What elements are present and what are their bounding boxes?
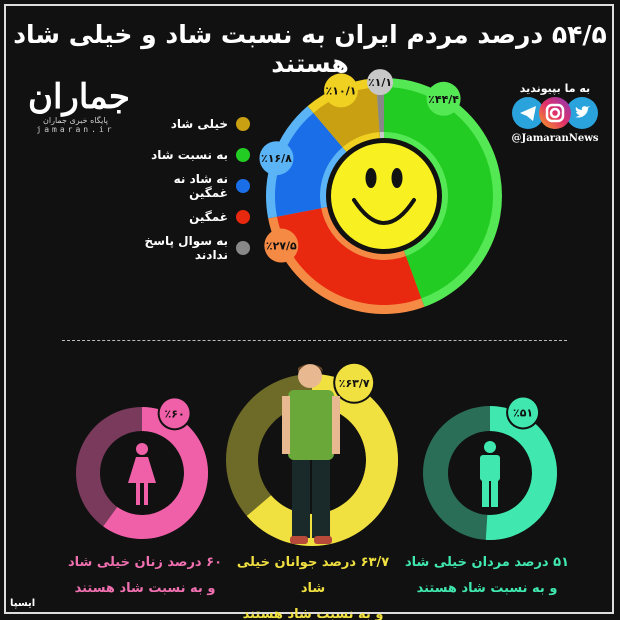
pie-data-label: ٪۱/۱ — [368, 76, 392, 89]
caption-line: ۶۰ درصد زنان خیلی شاد — [67, 555, 223, 570]
legend-label: غمگین — [189, 209, 228, 224]
social-links: به ما بپیوندید @JamaranNews — [510, 82, 600, 144]
smiley-face — [331, 143, 437, 249]
young-man-arm — [332, 396, 340, 454]
legend-swatch — [236, 240, 250, 255]
young-man-shirt — [288, 390, 334, 460]
pie-data-label-badge — [264, 228, 299, 263]
pie-data-label-badge — [323, 73, 358, 108]
legend-item: به نسبت شاد — [140, 139, 250, 170]
donut-fill — [103, 407, 208, 539]
young-man-leg — [312, 460, 330, 538]
twitter-icon[interactable] — [566, 97, 598, 129]
pie-slice — [276, 208, 422, 305]
caption-line: ۶۳/۷ درصد جوانان خیلی شاد — [236, 555, 390, 596]
caption-youth: ۶۳/۷ درصد جوانان خیلی شاد و به نسبت شاد … — [228, 550, 398, 620]
legend-item: به سوال پاسخ ندادند — [140, 232, 250, 263]
pie-slice — [376, 87, 384, 133]
legend-item: نه شاد نه غمگین — [140, 170, 250, 201]
donut-data-label-badge — [335, 363, 374, 402]
legend-label: خیلی شاد — [170, 116, 228, 131]
caption-line: و به نسبت شاد هستند — [242, 607, 384, 620]
caption-line: و به نسبت شاد هستند — [74, 581, 216, 596]
caption-line: و به نسبت شاد هستند — [416, 581, 558, 596]
logo-url: jamaran.ir — [36, 125, 115, 134]
legend-swatch — [236, 116, 250, 131]
smiley-eye — [365, 168, 377, 188]
young-man-icon — [298, 364, 322, 388]
legend-swatch — [236, 178, 250, 193]
logo-subtitle: پایگاه خبری جماران — [42, 116, 109, 125]
frame-border — [4, 4, 614, 614]
pie-data-label: ٪۱۰/۱ — [326, 84, 357, 97]
male-icon — [484, 441, 496, 453]
male-icon-leg — [482, 479, 489, 507]
young-man-leg — [292, 460, 310, 538]
young-man-shoe — [314, 536, 332, 544]
telegram-icon[interactable] — [512, 97, 544, 129]
female-icon — [136, 443, 148, 455]
male-icon-leg — [491, 479, 498, 507]
social-handle: @JamaranNews — [511, 133, 599, 144]
legend-swatch — [236, 209, 250, 224]
donut-data-label-badge — [508, 397, 539, 428]
logo-mark: جماران — [28, 77, 130, 117]
smiley-mouth — [352, 198, 416, 225]
pie-slice — [275, 112, 343, 217]
young-man-shoe — [290, 536, 308, 544]
source-label: ایسپا — [10, 598, 36, 609]
smiley-eye — [391, 168, 403, 188]
pie-slice — [384, 87, 493, 299]
donut-data-label: ٪۵۱ — [513, 406, 533, 419]
pie-data-label: ٪۱۶/۸ — [261, 152, 292, 165]
young-man-hair — [298, 364, 323, 372]
page-title: ۵۴/۵ درصد مردم ایران به نسبت شاد و خیلی … — [13, 20, 607, 78]
legend-item: خیلی شاد — [140, 108, 250, 139]
donut-data-label: ٪۶۰ — [165, 407, 185, 420]
donut-data-label-badge — [159, 398, 190, 429]
join-label: به ما بپیوندید — [519, 82, 591, 95]
female-icon-body — [128, 457, 156, 483]
legend-item: غمگین — [140, 201, 250, 232]
pie-data-label-badge — [426, 81, 461, 116]
donut-fill — [485, 406, 558, 541]
caption-men: ۵۱ درصد مردان خیلی شاد و به نسبت شاد هست… — [402, 550, 572, 602]
male-icon-body — [480, 455, 500, 481]
pie-data-label: ٪۲۷/۵ — [266, 240, 297, 253]
instagram-icon[interactable] — [539, 97, 571, 129]
legend-label: به سوال پاسخ ندادند — [144, 233, 228, 262]
donut-data-label: ٪۶۳/۷ — [339, 377, 370, 390]
jamaran-logo: جماران پایگاه خبری جماران jamaran.ir — [28, 77, 130, 134]
pie-legend: خیلی شاد به نسبت شاد نه شاد نه غمگین غمگین ب… — [140, 108, 250, 263]
pie-data-label: ٪۴۴/۴ — [428, 93, 459, 106]
caption-line: ۵۱ درصد مردان خیلی شاد — [404, 555, 570, 570]
donut-fill — [246, 373, 398, 546]
legend-label: نه شاد نه غمگین — [173, 171, 228, 200]
caption-women: ۶۰ درصد زنان خیلی شاد و به نسبت شاد هستن… — [60, 550, 230, 602]
pie-data-label-badge — [367, 69, 394, 96]
female-icon-leg — [144, 483, 148, 505]
legend-label: به نسبت شاد — [151, 147, 228, 162]
dashed-divider — [62, 340, 567, 341]
pie-data-label-badge — [259, 141, 294, 176]
young-man-arm — [282, 396, 290, 454]
female-icon-leg — [136, 483, 140, 505]
legend-swatch — [236, 147, 250, 162]
